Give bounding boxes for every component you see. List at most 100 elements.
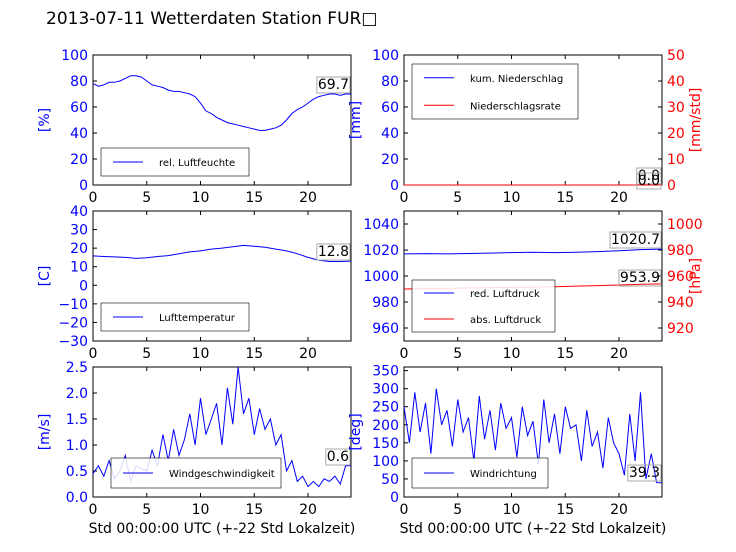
winddir-y-tick-label: 150	[372, 436, 399, 452]
humidity-y-tick-label: 80	[70, 74, 88, 90]
humidity-x-tick-label: 10	[192, 190, 210, 206]
pressure-y-tick-label: 1000	[363, 269, 399, 285]
humidity-x-tick-label: 15	[245, 190, 263, 206]
windspeed-x-tick-label: 20	[299, 502, 317, 518]
precip-y-right-tick-label: 0	[667, 178, 676, 194]
windspeed-x-tick-label: 15	[245, 502, 263, 518]
windspeed-y-tick-label: 2.0	[66, 386, 88, 402]
temperature-value-annotation-box	[316, 243, 351, 261]
pressure-y-tick-label: 1040	[363, 217, 399, 233]
winddir-value-annotation-box	[627, 464, 662, 482]
windspeed-x-axis-label: Std 00:00:00 UTC (+-22 Std Lokalzeit)	[89, 521, 356, 537]
winddir-x-tick-label: 15	[556, 502, 574, 518]
winddir-y-tick-label: 0	[390, 490, 399, 506]
pressure-legend-box	[411, 279, 556, 333]
winddir-y-tick-label: 250	[372, 400, 399, 416]
pressure-legend-label-1: red. Luftdruck	[470, 289, 540, 300]
pressure-x-tick-label: 0	[400, 346, 409, 362]
figure-title: 2013-07-11 Wetterdaten Station FUR□	[46, 9, 378, 29]
winddir-series-line-1	[403, 388, 663, 484]
windspeed-x-tick-label: 5	[142, 502, 151, 518]
windspeed-x-tick-label: 0	[89, 502, 98, 518]
precip-x-tick-label: 15	[556, 190, 574, 206]
temperature-y-tick-label: 20	[70, 241, 88, 257]
humidity-y-tick-label: 100	[61, 48, 88, 64]
pressure-y-right-tick-label: 920	[667, 321, 694, 337]
winddir-x-tick-label: 20	[610, 502, 628, 518]
precip-y-right-tick-label: 40	[667, 74, 685, 90]
winddir-x-tick-label: 5	[453, 502, 462, 518]
precip-legend-label-2: Niederschlagsrate	[470, 101, 561, 112]
temperature-x-tick-label: 20	[299, 346, 317, 362]
precip-y-tick-label: 80	[381, 74, 399, 90]
temperature-y-tick-label: −10	[58, 297, 88, 313]
humidity-value-annotation-box	[316, 76, 351, 94]
winddir-x-tick-label: 10	[503, 502, 521, 518]
precip-value-annotation-right-box	[636, 172, 662, 190]
temperature-x-tick-label: 5	[142, 346, 151, 362]
windspeed-y-axis-label: [m/s]	[37, 414, 53, 451]
temperature-value-annotation: 12.8	[318, 244, 349, 260]
pressure-series-line-1	[403, 248, 663, 255]
precip-legend-box	[411, 63, 579, 120]
windspeed-y-tick-label: 1.5	[66, 412, 88, 428]
temperature-y-tick-label: 40	[70, 204, 88, 220]
winddir-y-axis-label: [deg]	[348, 413, 364, 450]
temperature-legend-label-1: Lufttemperatur	[159, 313, 236, 324]
humidity-x-tick-label: 5	[142, 190, 151, 206]
humidity-y-tick-label: 20	[70, 152, 88, 168]
pressure-x-tick-label: 15	[556, 346, 574, 362]
precip-x-tick-label: 0	[400, 190, 409, 206]
pressure-y-tick-label: 1020	[363, 243, 399, 259]
pressure-x-tick-label: 10	[503, 346, 521, 362]
windspeed-y-tick-label: 1.0	[66, 438, 88, 454]
precip-y-tick-label: 0	[390, 178, 399, 194]
precip-x-tick-label: 20	[610, 190, 628, 206]
pressure-y-right-axis-label: [hPa]	[688, 258, 704, 294]
temperature-y-tick-label: 0	[79, 278, 88, 294]
pressure-y-tick-label: 980	[372, 295, 399, 311]
winddir-y-tick-label: 350	[372, 364, 399, 380]
temperature-y-tick-label: 10	[70, 260, 88, 276]
windspeed-x-tick-label: 10	[192, 502, 210, 518]
windspeed-value-annotation-box	[325, 448, 351, 466]
winddir-y-tick-label: 300	[372, 382, 399, 398]
pressure-x-tick-label: 5	[453, 346, 462, 362]
windspeed-legend-label-1: Windgeschwindigkeit	[169, 469, 275, 480]
windspeed-y-tick-label: 0.5	[66, 464, 88, 480]
winddir-y-tick-label: 200	[372, 418, 399, 434]
humidity-y-tick-label: 0	[79, 178, 88, 194]
temperature-y-axis-label: [C]	[37, 266, 53, 287]
humidity-series-line-1	[92, 75, 351, 131]
winddir-legend-label-1: Windrichtung	[470, 469, 537, 480]
temperature-series-line-1	[92, 244, 352, 262]
windspeed-y-tick-label: 2.5	[66, 360, 88, 376]
precip-y-right-axis-label: [mm/std]	[688, 88, 704, 153]
humidity-y-tick-label: 40	[70, 126, 88, 142]
humidity-y-tick-label: 60	[70, 100, 88, 116]
pressure-y-right-tick-label: 1000	[667, 217, 703, 233]
precip-y-axis-label: [mm]	[348, 101, 364, 139]
winddir-x-tick-label: 0	[400, 502, 409, 518]
precip-x-tick-label: 10	[503, 190, 521, 206]
temperature-y-tick-label: −20	[58, 315, 88, 331]
precip-y-tick-label: 60	[381, 100, 399, 116]
temperature-x-tick-label: 0	[89, 346, 98, 362]
pressure-x-tick-label: 20	[610, 346, 628, 362]
humidity-y-axis-label: [%]	[37, 108, 53, 132]
winddir-y-tick-label: 100	[372, 454, 399, 470]
windspeed-value-annotation: 0.6	[327, 449, 349, 465]
pressure-value-annotation-box	[609, 231, 662, 249]
temperature-y-tick-label: 30	[70, 223, 88, 239]
humidity-value-annotation: 69.7	[318, 77, 349, 93]
pressure-value-annotation-right: 953.9	[620, 270, 660, 286]
precip-value-annotation-right: 0.0	[638, 173, 660, 189]
winddir-x-axis-label: Std 00:00:00 UTC (+-22 Std Lokalzeit)	[400, 521, 667, 537]
pressure-legend-label-2: abs. Luftdruck	[470, 315, 541, 326]
precip-x-tick-label: 5	[453, 190, 462, 206]
pressure-y-right-tick-label: 980	[667, 243, 694, 259]
pressure-y-right-tick-label: 940	[667, 295, 694, 311]
precip-y-right-tick-label: 50	[667, 48, 685, 64]
precip-legend-label-1: kum. Niederschlag	[470, 74, 563, 85]
